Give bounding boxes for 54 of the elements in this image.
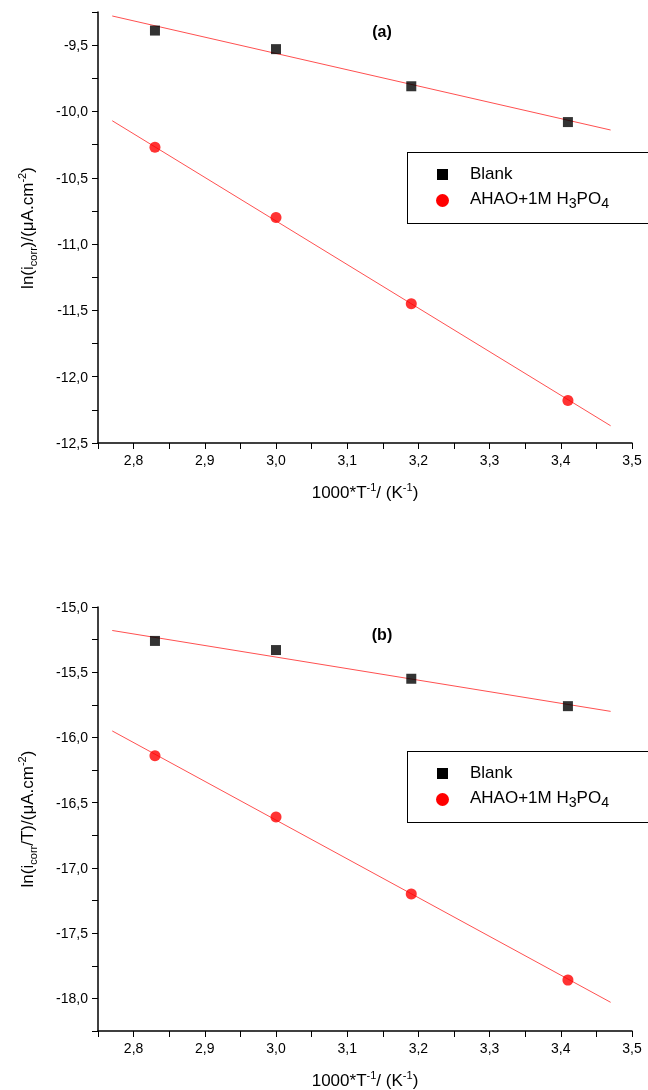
y-tick-label: -10,0: [56, 103, 89, 120]
point: [405, 298, 417, 310]
y-tick-label: -12,5: [56, 435, 89, 451]
x-axis-title: 1000*T$^{-1}$/ (K$^{-1}$): [311, 481, 419, 504]
y-tick-label: -16,0: [56, 729, 89, 746]
y-tick-label: -16,5: [56, 794, 89, 811]
y-tick-label: -18,0: [56, 990, 89, 1007]
x-tick-label: 3,3: [479, 1040, 500, 1056]
y-tick-label: -15,5: [56, 664, 89, 681]
x-tick-label: 2,9: [195, 452, 215, 468]
x-tick-label: 3,0: [266, 452, 286, 468]
x-tick-label: 3,5: [622, 1040, 642, 1056]
point: [406, 673, 417, 684]
x-tick-label: 3,3: [479, 452, 500, 468]
point: [562, 974, 574, 986]
point: [149, 750, 161, 762]
x-tick-label: 2,8: [123, 452, 144, 468]
y-tick-label: -10,5: [56, 169, 89, 186]
point: [149, 635, 160, 646]
y-tick-label: -11,5: [57, 302, 89, 319]
point: [149, 25, 160, 36]
x-tick-label: 3,4: [551, 452, 571, 468]
x-tick-label: 3,2: [408, 452, 429, 468]
y-tick-label: -15,0: [56, 599, 89, 615]
legend-label: Blank: [469, 763, 513, 783]
x-axis-title: 1000*T$^{-1}$/ (K$^{-1}$): [311, 1069, 419, 1090]
point: [271, 44, 281, 55]
point: [270, 212, 282, 224]
x-tick-label: 2,8: [123, 1040, 144, 1056]
legend-label: AHAO+1M H$_{3}$PO$_{4}$: [469, 188, 609, 212]
point: [405, 888, 417, 900]
y-tick-label: -17,0: [56, 859, 89, 876]
text: (b): [371, 625, 393, 643]
text: (a): [372, 22, 392, 40]
x-tick-label: 3,4: [551, 1040, 571, 1056]
y-tick-label: -9,5: [63, 37, 89, 54]
point: [562, 701, 573, 712]
point: [270, 811, 282, 823]
y-tick-label: -17,5: [56, 925, 89, 942]
legend-label: AHAO+1M H$_{3}$PO$_{4}$: [469, 787, 609, 811]
point: [149, 141, 161, 153]
x-tick-label: 3,0: [266, 1040, 286, 1056]
x-tick-label: 3,5: [622, 452, 642, 468]
point: [562, 117, 573, 128]
y-tick-label: -12,0: [56, 368, 89, 385]
point: [562, 395, 574, 407]
y-tick-label: -11,0: [57, 236, 89, 253]
point: [406, 81, 417, 92]
x-tick-label: 3,1: [337, 1040, 358, 1056]
x-tick-label: 2,9: [195, 1040, 215, 1056]
point: [271, 645, 281, 656]
legend-label: Blank: [469, 164, 513, 184]
x-tick-label: 3,2: [408, 1040, 429, 1056]
x-tick-label: 3,1: [337, 452, 358, 468]
